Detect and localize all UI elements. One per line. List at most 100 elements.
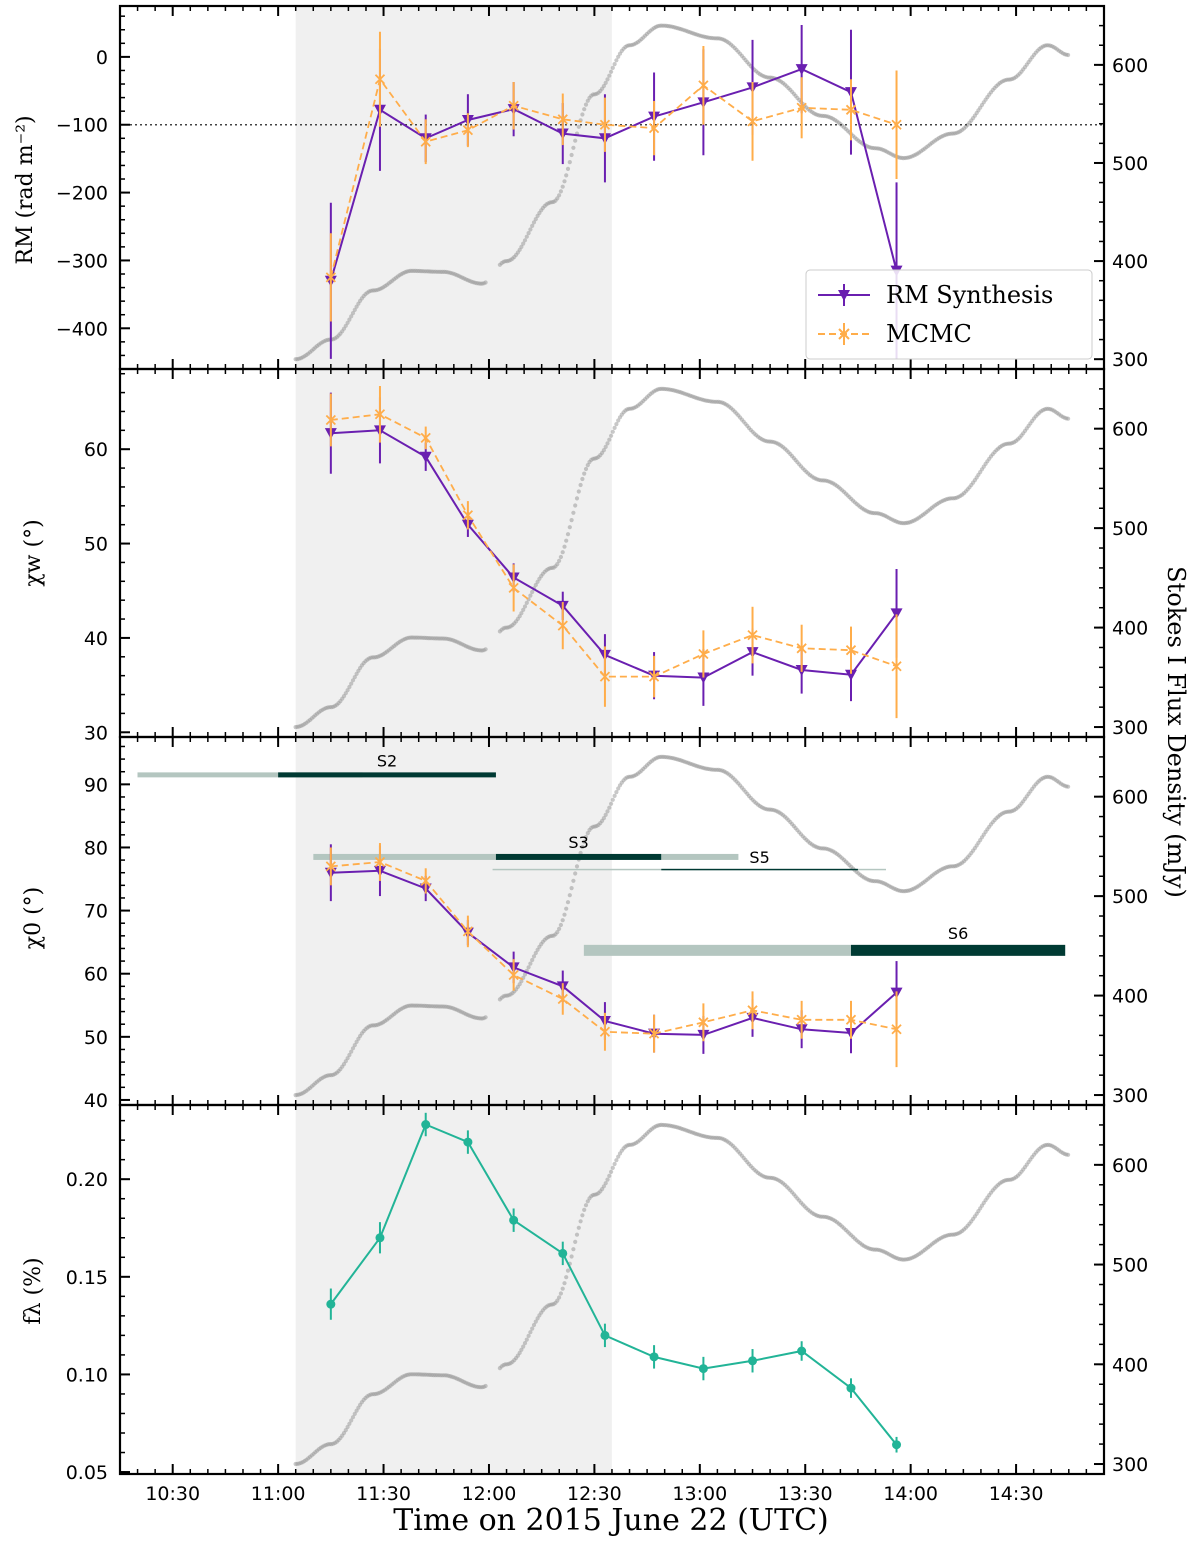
flux-point bbox=[530, 589, 535, 595]
x-tick-label: 12:30 bbox=[567, 1483, 622, 1505]
data-point bbox=[648, 671, 660, 682]
fraction-ylabel: fλ (%) bbox=[21, 1257, 46, 1324]
y-tick-label: −200 bbox=[56, 183, 108, 205]
flux-point bbox=[347, 1052, 352, 1058]
y-tick-label: 40 bbox=[84, 1090, 108, 1112]
data-point bbox=[509, 1215, 519, 1225]
flux-point bbox=[580, 1213, 585, 1218]
flux-point bbox=[573, 871, 578, 876]
flux-point bbox=[483, 1383, 488, 1389]
flux-point bbox=[578, 482, 583, 488]
axis-labels-layer: Time on 2015 June 22 (UTC) Stokes I Flux… bbox=[13, 115, 1190, 1538]
flux-point bbox=[564, 538, 569, 543]
flux-point bbox=[521, 1344, 526, 1349]
flux-point bbox=[345, 320, 350, 325]
y-tick-label: 0.15 bbox=[66, 1267, 108, 1289]
data-point bbox=[508, 100, 519, 111]
flux-point bbox=[557, 926, 562, 932]
flux-point bbox=[522, 1341, 528, 1346]
flux-point bbox=[555, 196, 560, 201]
data-point bbox=[375, 1233, 385, 1243]
flux-point bbox=[580, 476, 585, 482]
bar-light-segment bbox=[661, 853, 739, 860]
flux-point bbox=[610, 1165, 615, 1170]
data-point bbox=[891, 1024, 902, 1035]
right-tick-label: 600 bbox=[1112, 787, 1148, 809]
flux-point bbox=[605, 1177, 610, 1182]
flux-point bbox=[349, 681, 354, 686]
data-point bbox=[557, 620, 568, 631]
flux-point bbox=[601, 816, 607, 821]
y-tick-label: 90 bbox=[84, 774, 108, 796]
flux-point bbox=[555, 562, 560, 567]
series-layer bbox=[120, 24, 1104, 1453]
right-tick-label: 600 bbox=[1112, 55, 1148, 77]
flux-curve-rm bbox=[293, 23, 1071, 362]
data-point bbox=[844, 669, 857, 681]
right-tick-label: 500 bbox=[1112, 1255, 1148, 1277]
data-point bbox=[421, 1120, 431, 1130]
data-point bbox=[557, 993, 568, 1005]
data-point bbox=[649, 1352, 659, 1362]
data-point bbox=[747, 629, 758, 641]
bar-dark-segment bbox=[850, 944, 1066, 956]
flux-point bbox=[616, 786, 621, 791]
chi-0-ylabel: χ0 (°) bbox=[21, 887, 46, 950]
bar-light-segment bbox=[313, 853, 496, 860]
flux-point bbox=[531, 1322, 537, 1328]
bar-s2: S2 bbox=[137, 751, 496, 778]
flux-point bbox=[601, 1184, 607, 1189]
flux-point bbox=[605, 77, 610, 82]
flux-point bbox=[585, 463, 590, 468]
flux-point bbox=[483, 647, 488, 652]
flux-point bbox=[612, 425, 617, 430]
data-point bbox=[698, 80, 709, 91]
flux-point bbox=[1066, 416, 1071, 421]
flux-point bbox=[609, 1169, 614, 1174]
flux-point bbox=[557, 1295, 562, 1300]
data-point bbox=[698, 1364, 708, 1374]
right-tick-label: 300 bbox=[1112, 717, 1148, 739]
flux-point bbox=[614, 1158, 619, 1163]
time-bars-layer: S2 S3 S5 S6 bbox=[137, 751, 1066, 956]
flux-point bbox=[609, 433, 614, 438]
flux-point bbox=[616, 54, 621, 59]
flux-point bbox=[522, 604, 528, 609]
data-point bbox=[462, 510, 474, 521]
data-point bbox=[748, 1356, 758, 1366]
data-point bbox=[648, 1028, 660, 1039]
x-tick-label: 14:00 bbox=[883, 1483, 938, 1505]
flux-point bbox=[350, 1046, 356, 1051]
bar-dark-segment bbox=[495, 853, 662, 860]
x-tick-label: 11:30 bbox=[356, 1483, 411, 1505]
flux-point bbox=[616, 418, 621, 423]
shaded-interval-chi_w bbox=[295, 369, 612, 737]
data-point bbox=[845, 1014, 857, 1025]
flux-point bbox=[526, 1333, 531, 1338]
flux-point bbox=[345, 688, 350, 693]
bar-label-s5: S5 bbox=[749, 848, 769, 867]
right-tick-label: 300 bbox=[1112, 349, 1148, 371]
flux-point bbox=[524, 600, 529, 606]
flux-point bbox=[573, 503, 578, 508]
flux-point bbox=[560, 550, 565, 555]
y-tick-label: 40 bbox=[84, 628, 108, 650]
shaded-interval-chi_0 bbox=[295, 737, 612, 1105]
bar-s6: S6 bbox=[583, 924, 1066, 956]
x-tick-label: 12:00 bbox=[462, 1483, 517, 1505]
data-point bbox=[374, 856, 386, 868]
right-tick-label: 500 bbox=[1112, 518, 1148, 540]
data-point bbox=[697, 672, 710, 684]
data-point bbox=[648, 122, 660, 134]
flux-point bbox=[573, 1239, 578, 1244]
y-tick-label: 70 bbox=[84, 901, 108, 923]
flux-curve-chi_0 bbox=[293, 754, 1071, 1098]
x-tick-label: 13:00 bbox=[672, 1483, 727, 1505]
flux-point bbox=[528, 961, 533, 966]
flux-point bbox=[612, 793, 617, 799]
flux-point bbox=[1066, 52, 1071, 58]
flux-point bbox=[558, 189, 564, 194]
flux-density-curve-layer bbox=[293, 23, 1071, 1467]
data-point bbox=[462, 926, 474, 937]
